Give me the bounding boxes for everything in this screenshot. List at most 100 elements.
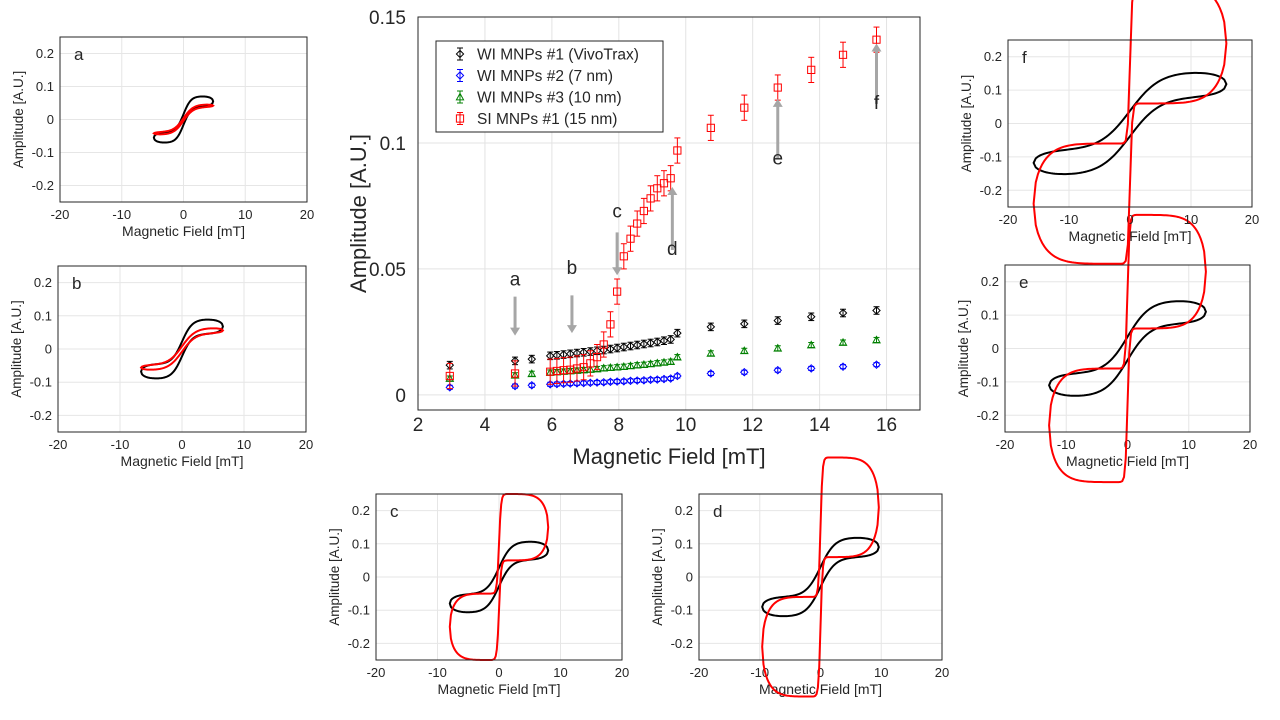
x-tick-label: 20 (615, 665, 629, 680)
data-point (773, 365, 783, 375)
x-axis-label: Magnetic Field [mT] (572, 444, 765, 469)
x-tick-label: 10 (675, 415, 696, 436)
data-point (613, 287, 622, 296)
data-point (838, 337, 848, 346)
y-tick-label: -0.2 (348, 636, 370, 651)
y-tick-label: 0.05 (369, 260, 406, 281)
data-point (639, 206, 648, 216)
y-tick-label: -0.1 (671, 603, 693, 618)
y-tick-label: 0.1 (380, 134, 406, 155)
data-point (646, 359, 656, 368)
legend-marker (455, 114, 465, 123)
y-tick-label: 0 (47, 112, 54, 127)
data-point (653, 184, 662, 193)
y-tick-label: 0.2 (984, 49, 1002, 64)
plot-frame (1007, 39, 1253, 208)
data-point (592, 364, 602, 373)
x-tick-label: -20 (49, 437, 68, 452)
x-tick-label: 20 (935, 665, 949, 680)
data-point (659, 357, 669, 366)
data-point (527, 354, 537, 364)
y-tick-label: 0 (992, 341, 999, 356)
data-point (599, 377, 609, 387)
data-point (510, 369, 520, 378)
data-point (592, 378, 602, 387)
y-tick-label: -0.2 (980, 183, 1002, 198)
y-tick-label: -0.2 (30, 408, 52, 423)
data-point (739, 367, 749, 377)
hysteresis-loop-red (761, 456, 880, 698)
y-axis-label: Amplitude [A.U.] (346, 134, 371, 293)
annotation-c: c (612, 201, 623, 276)
plot-frame (375, 493, 623, 661)
annotation-label: c (612, 201, 622, 222)
y-tick-label: 0.1 (981, 308, 999, 323)
data-point (605, 363, 615, 372)
y-tick-label: 0 (363, 570, 370, 585)
data-point (632, 376, 642, 385)
hysteresis-loop-red (139, 327, 225, 371)
y-tick-label: 0.15 (369, 8, 406, 29)
data-point (652, 375, 662, 384)
annotation-b: b (567, 258, 578, 334)
x-tick-label: 0 (180, 207, 187, 222)
plot-frame (1004, 264, 1251, 433)
legend-entry-label: WI MNPs #3 (10 nm) (477, 90, 622, 107)
data-point (706, 348, 716, 357)
x-tick-label: 2 (413, 415, 424, 436)
main-chart: 2 4 6 8 10 12 14 16 0 0.05 0.1 0.15 Magnetic Field [… (346, 8, 921, 469)
data-point (606, 344, 615, 354)
data-point (773, 343, 783, 352)
data-point (545, 379, 555, 389)
data-point (739, 346, 749, 355)
y-tick-label: 0.1 (984, 83, 1002, 98)
data-point (619, 376, 629, 386)
annotation-label: e (772, 148, 783, 169)
data-point (807, 65, 816, 75)
hysteresis-loop-black (761, 536, 880, 618)
x-tick-label: 12 (742, 415, 763, 436)
x-tick-label: 10 (553, 665, 567, 680)
x-tick-label: 20 (299, 437, 313, 452)
annotation-arrow-head (772, 98, 783, 107)
data-point (552, 379, 562, 389)
y-tick-label: 0 (395, 386, 406, 407)
x-tick-label: 10 (237, 437, 251, 452)
data-point (612, 377, 622, 386)
annotation-arrow-head (871, 43, 882, 52)
x-tick-label: 0 (178, 437, 185, 452)
data-point (639, 339, 649, 349)
data-point (612, 343, 622, 353)
y-axis-label: Amplitude [A.U.] (959, 75, 974, 173)
x-tick-label: -10 (428, 665, 447, 680)
x-tick-label: 20 (1245, 212, 1259, 227)
data-point (773, 316, 783, 325)
data-point (838, 308, 848, 318)
annotation-label: a (510, 269, 521, 290)
data-point (838, 50, 848, 59)
hysteresis-loop-black (1048, 300, 1207, 397)
y-tick-label: 0.1 (34, 308, 52, 323)
y-axis-label: Amplitude [A.U.] (650, 528, 665, 626)
series-1 (445, 360, 881, 392)
panel-c: -20 -10 0 10 20 -0.2 -0.1 0 0.1 0.2 Magnetic Field… (327, 493, 629, 697)
y-axis-label: Amplitude [A.U.] (327, 528, 342, 626)
data-point (872, 35, 881, 44)
data-point (666, 374, 675, 383)
series-2 (445, 335, 881, 382)
annotation-a: a (510, 269, 521, 336)
x-tick-label: -10 (112, 207, 131, 222)
y-tick-label: 0.2 (34, 275, 52, 290)
data-point (559, 366, 568, 375)
x-tick-label: 10 (874, 665, 888, 680)
x-axis-label: Magnetic Field [mT] (121, 453, 244, 469)
data-point (872, 335, 881, 344)
y-tick-label: 0.1 (352, 536, 370, 551)
annotation-label: b (567, 258, 578, 279)
x-tick-label: 6 (547, 415, 558, 436)
annotation-arrow-head (667, 187, 678, 196)
x-tick-label: 0 (1126, 212, 1133, 227)
data-point (806, 312, 816, 322)
data-point (572, 364, 582, 373)
hysteresis-loop-red (1032, 0, 1228, 265)
